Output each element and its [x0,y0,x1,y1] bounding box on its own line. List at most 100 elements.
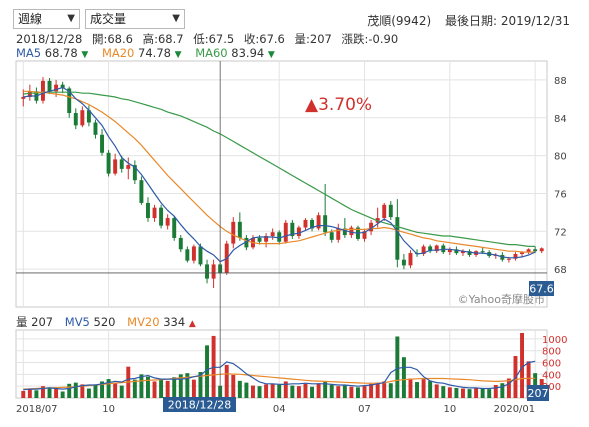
candle-body [237,221,242,238]
volume-bar [119,385,124,398]
volume-legend: 量 207 MV5 520 MV20 334 ▲ [16,314,204,330]
info-volume: 量:207 [294,32,332,46]
moving-average-lines [23,86,536,391]
volume-bar [375,382,380,398]
candle-body [27,91,32,97]
chevron-down-icon: ▼ [172,13,180,24]
volume-bar [47,388,52,398]
volume-bar [467,389,472,398]
volume-bar [362,386,367,398]
volume-bar [178,374,183,398]
candle-body [231,221,236,244]
volume-bar [461,388,465,398]
mv20-legend: MV20 334 ▲ [127,315,196,329]
volume-bar [60,391,65,398]
volume-tag-bg [527,385,549,401]
volume-panel-frame [15,329,548,399]
price-panel-frame [15,60,548,308]
last-date-label: 最後日期: 2019/12/31 [444,14,570,28]
volume-bar [270,383,275,398]
candle-body [198,246,203,265]
candle-body [277,232,282,242]
mv20-label: MV20 [127,315,160,329]
info-change: 漲跌:-0.90 [341,32,399,46]
volume-tick-label: 1000 [542,335,567,346]
candle-body [506,258,511,260]
indicator-select[interactable]: 成交量 ▼ [85,9,185,29]
volume-bar [506,378,511,398]
period-select-value: 週線 [18,12,43,26]
candle-body [454,249,459,254]
ma5-line [23,86,536,263]
price-grid [15,60,548,308]
candle-body [526,249,531,253]
mv5-label: MV5 [64,315,90,329]
volume-bar [434,384,439,398]
volume-bar [500,383,505,398]
mv20-line [23,373,536,390]
info-open: 開:68.6 [91,32,133,46]
candle-body [323,215,328,233]
candle-body [191,246,196,261]
volume-tick-label: 800 [542,347,561,358]
candle-body [270,232,275,237]
volume-tick-label: 200 [542,382,561,393]
candle-body [244,237,249,248]
time-tick-label: 2018/07 [16,404,58,415]
price-tick-label: 76 [554,189,567,200]
volume-bar [323,382,328,398]
indicator-select-value: 成交量 [90,12,127,26]
info-date: 2018/12/28 [16,32,83,46]
ma-legend: MA5 68.78 ▼ MA20 74.78 ▼ MA60 83.94 ▼ [16,46,285,60]
candle-body [132,165,137,181]
candle-body [480,251,485,253]
ma60-legend: MA60 83.94 ▼ [195,46,275,60]
price-tag-bg [529,281,554,296]
candle-body [172,218,177,238]
volume-bar [113,383,118,398]
volume-bar [244,382,249,398]
candle-body [290,222,295,237]
time-tick-label: 04 [273,404,286,415]
ma20-line [23,90,536,253]
volume-bar [401,357,406,398]
candle-body [461,251,465,254]
candle-body [93,122,98,135]
mv5-value: 520 [93,315,116,329]
mv5-legend: MV5 520 [65,315,119,329]
volume-tick-label: 600 [542,359,561,370]
candle-body [408,253,413,266]
volume-bar [257,386,262,398]
info-close: 收:67.6 [243,32,285,46]
volume-bar [342,385,347,398]
candle-body [421,246,426,255]
volume-bar [395,336,400,398]
volume-bar [205,345,209,398]
price-tick-label: 80 [554,152,567,163]
volume-bars [21,332,544,398]
volume-bar [520,332,524,398]
volume-bar [80,384,85,398]
volume-bar [132,379,137,398]
triangle-up-icon: ▲ [188,319,196,329]
volume-bar [474,387,479,398]
price-tick-label: 72 [554,227,567,238]
period-select[interactable]: 週線 ▼ [13,9,80,29]
candle-body [336,228,341,240]
volume-bar [152,381,157,398]
volume-bar [27,389,32,398]
candle-body [447,249,452,253]
volume-bar [54,387,59,398]
candle-body [146,202,150,219]
candle-body [106,152,111,174]
candle-body [342,228,347,236]
ma20-value: 74.78 [138,46,171,60]
candle-body [296,227,301,237]
mv5-line [23,360,536,391]
candle-body [428,246,433,252]
change-percent: ▲3.70% [305,95,372,115]
candle-body [205,264,209,279]
candle-body [126,165,131,169]
volume-bar [441,386,446,398]
